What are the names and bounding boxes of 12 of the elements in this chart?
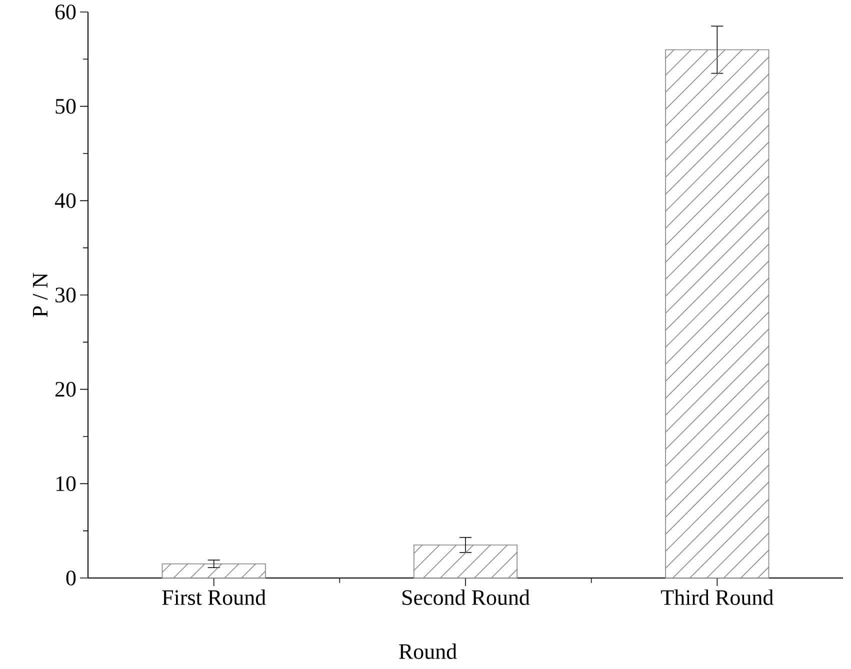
x-axis-title: Round [399,644,457,660]
y-tick-label: 0 [66,570,76,586]
y-tick-label: 30 [56,288,76,302]
y-tick-label: 50 [56,98,76,114]
x-tick-label: Third Round [661,590,774,606]
y-tick-label: 60 [55,4,76,20]
y-tick-label: 10 [56,476,76,492]
y-tick-label: 20 [55,382,76,397]
y-axis-title: P / N [32,272,48,317]
x-tick-label: Second Round [402,590,530,606]
x-tick-label: First Round [162,590,266,606]
y-tick-label: 40 [54,193,76,208]
